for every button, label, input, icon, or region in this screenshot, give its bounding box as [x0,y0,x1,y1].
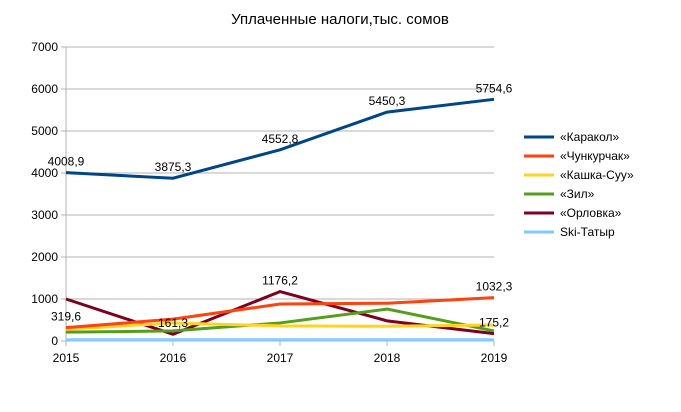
legend-label: Ski-Татыр [560,225,615,239]
legend-label: «Зил» [560,187,595,201]
x-tick-label: 2019 [481,351,508,365]
x-tick-label: 2015 [53,351,80,365]
y-tick-label: 0 [51,334,58,348]
y-tick-label: 5000 [31,124,58,138]
data-label: 319,6 [51,310,81,324]
series-line [65,97,495,180]
y-tick-label: 3000 [31,208,58,222]
y-tick-label: 6000 [31,82,58,96]
series-line [65,321,495,331]
data-label: 5754,6 [476,81,513,95]
data-label: 5450,3 [369,94,406,108]
series-line [65,307,495,334]
x-tick-label: 2018 [374,351,401,365]
y-tick-label: 1000 [31,292,58,306]
chart-title: Уплаченные налоги,тыс. сомов [231,11,449,28]
legend-label: «Чункурчак» [560,149,630,163]
data-label: 3875,3 [155,160,192,174]
series-line [65,296,495,330]
legend-label: «Орловка» [560,206,622,220]
data-label: 161,3 [158,316,188,330]
data-label: 4552,8 [262,132,299,146]
y-tick-label: 7000 [31,40,58,54]
data-label: 175,2 [479,316,509,330]
x-tick-label: 2017 [267,351,294,365]
y-tick-label: 4000 [31,166,58,180]
x-tick-label: 2016 [160,351,187,365]
y-tick-label: 2000 [31,250,58,264]
data-label: 1032,3 [476,280,513,294]
data-label: 1176,2 [262,274,298,288]
series-line [65,290,495,336]
legend-label: «Кашка-Суу» [560,168,634,182]
data-label: 4008,9 [48,155,85,169]
legend-label: «Каракол» [560,130,619,144]
